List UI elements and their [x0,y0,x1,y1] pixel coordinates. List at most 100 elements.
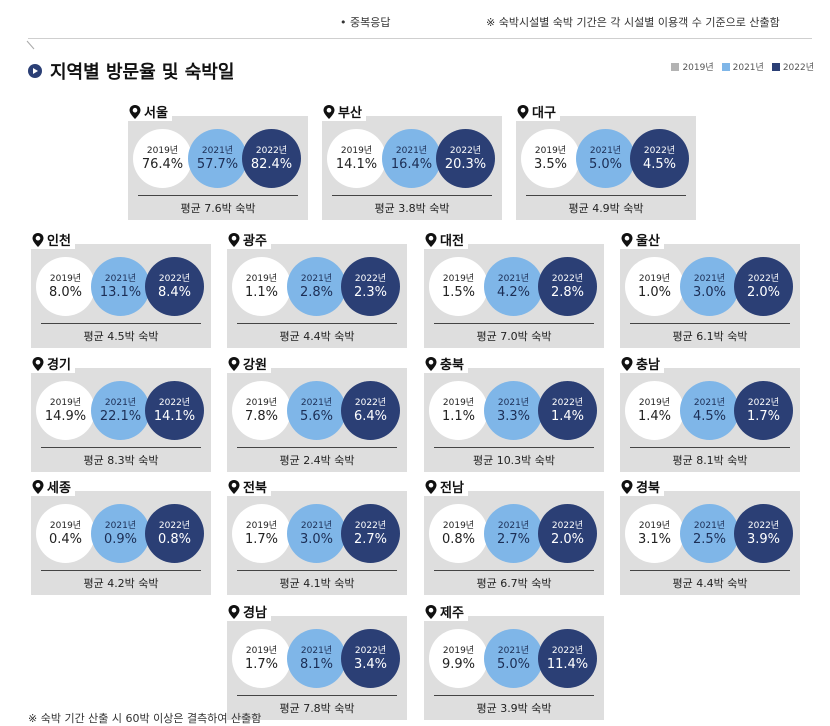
year-label: 2019년 [534,145,567,156]
year-label: 2022년 [551,397,584,408]
play-bullet-icon [28,64,42,78]
map-pin-icon [621,232,633,247]
year-label: 2019년 [442,397,475,408]
year-label: 2022년 [551,273,584,284]
average-stay: 평균 7.6박 숙박 [180,202,256,215]
card-divider [138,195,298,196]
visit-rate-value: 2.8% [550,284,585,300]
value-circle-2019: 2019년 1.1% [232,257,291,316]
value-circle-2021: 2021년 4.2% [484,257,543,316]
year-label: 2022년 [255,145,288,156]
value-circle-2022: 2022년 4.5% [630,129,689,188]
average-stay: 평균 4.4박 숙박 [672,577,748,590]
card-divider [630,570,790,571]
legend-swatch-2019 [671,62,680,71]
year-label: 2019년 [245,273,278,284]
value-circle-2019: 2019년 1.1% [429,381,488,440]
visit-rate-value: 82.4% [250,156,293,172]
region-name: 경북 [636,481,660,496]
value-circle-2022: 2022년 82.4% [242,129,301,188]
year-label: 2021년 [693,273,726,284]
value-circle-2021: 2021년 57.7% [188,129,247,188]
visit-rate-value: 7.8% [244,408,279,424]
value-circle-2021: 2021년 8.1% [287,629,346,688]
region-card: 경북 2019년 3.1% 2021년 2.5% 2022년 3.9% 평균 4.4박 숙박 [620,477,800,595]
value-circle-2019: 2019년 14.1% [327,129,386,188]
value-circle-2021: 2021년 3.3% [484,381,543,440]
legend-item-2021: 2021년 [721,60,764,73]
region-name: 충북 [440,358,464,373]
average-stay: 평균 10.3박 숙박 [472,454,556,467]
value-circle-2022: 2022년 2.8% [538,257,597,316]
value-circle-2022: 2022년 2.0% [734,257,793,316]
map-pin-icon [32,232,44,247]
region-card: 충북 2019년 1.1% 2021년 3.3% 2022년 1.4% 평균 10.3박 숙박 [424,354,604,472]
visit-rate-value: 9.9% [441,656,476,672]
card-divider [434,570,594,571]
region-name: 충남 [636,358,660,373]
region-label: 강원 [227,354,271,373]
year-label: 2019년 [442,520,475,531]
card-divider [434,323,594,324]
year-label: 2019년 [638,520,671,531]
average-stay: 평균 3.9박 숙박 [476,702,552,715]
value-circle-2022: 2022년 3.4% [341,629,400,688]
year-label: 2019년 [49,397,82,408]
region-name: 서울 [144,106,168,121]
visit-rate-value: 3.9% [746,531,781,547]
visit-rate-value: 0.8% [157,531,192,547]
region-label: 광주 [227,230,271,249]
value-circle-2022: 2022년 2.0% [538,504,597,563]
visit-rate-value: 4.2% [496,284,531,300]
card-divider [237,323,397,324]
legend-swatch-2022 [771,62,780,71]
visit-rate-value: 20.3% [444,156,487,172]
value-circle-2021: 2021년 0.9% [91,504,150,563]
region-card: 인천 2019년 8.0% 2021년 13.1% 2022년 8.4% 평균 4.5박 숙박 [31,230,211,348]
map-pin-icon [425,479,437,494]
year-label: 2022년 [354,273,387,284]
average-stay: 평균 4.1박 숙박 [279,577,355,590]
average-stay: 평균 7.8박 숙박 [279,702,355,715]
average-stay: 평균 4.5박 숙박 [83,330,159,343]
region-name: 전북 [243,481,267,496]
value-circle-2021: 2021년 4.5% [680,381,739,440]
value-circle-2021: 2021년 13.1% [91,257,150,316]
value-circle-2019: 2019년 8.0% [36,257,95,316]
value-circle-2022: 2022년 6.4% [341,381,400,440]
card-divider [41,323,201,324]
visit-rate-value: 5.0% [588,156,623,172]
visit-rate-value: 2.0% [746,284,781,300]
average-stay: 평균 2.4박 숙박 [279,454,355,467]
average-stay: 평균 8.3박 숙박 [83,454,159,467]
map-pin-icon [32,479,44,494]
year-label: 2019년 [638,273,671,284]
region-label: 부산 [322,102,366,121]
visit-rate-value: 1.1% [441,408,476,424]
region-card: 제주 2019년 9.9% 2021년 5.0% 2022년 11.4% 평균 3.9박 숙박 [424,602,604,720]
value-circle-2021: 2021년 22.1% [91,381,150,440]
year-label: 2021년 [104,273,137,284]
visit-rate-value: 0.9% [103,531,138,547]
region-label: 전북 [227,477,271,496]
map-pin-icon [129,104,141,119]
year-label: 2019년 [340,145,373,156]
visit-rate-value: 3.3% [496,408,531,424]
visit-rate-value: 14.1% [153,408,196,424]
visit-rate-value: 6.4% [353,408,388,424]
value-circle-2019: 2019년 1.5% [429,257,488,316]
value-circle-2021: 2021년 16.4% [382,129,441,188]
value-circle-2019: 2019년 1.7% [232,629,291,688]
visit-rate-value: 8.0% [48,284,83,300]
region-card: 경기 2019년 14.9% 2021년 22.1% 2022년 14.1% 평균 8.3박 … [31,354,211,472]
footnote: ※ 숙박 기간 산출 시 60박 이상은 결측하여 산출함 [28,712,262,725]
year-label: 2022년 [158,520,191,531]
value-circle-2019: 2019년 1.7% [232,504,291,563]
visit-rate-value: 57.7% [196,156,239,172]
chart-title: 지역별 방문율 및 숙박일 [50,62,235,83]
region-name: 대전 [440,234,464,249]
region-label: 경기 [31,354,75,373]
visit-rate-value: 11.4% [546,656,589,672]
visit-rate-value: 4.5% [692,408,727,424]
year-label: 2019년 [442,273,475,284]
